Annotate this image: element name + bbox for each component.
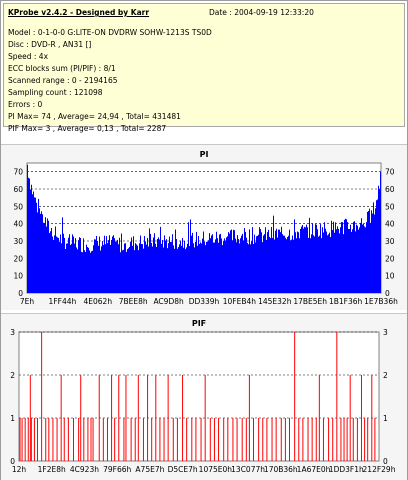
pi-xtick-label: AC9D8h (153, 297, 184, 306)
pi-xtick-label: DD339h (189, 297, 220, 306)
pif-ytick-left: 2 (10, 371, 15, 380)
pi-summary-line: PI Max= 74 , Average= 24,94 , Total= 431… (8, 112, 181, 121)
pi-xtick-label: 7BEE8h (119, 297, 148, 306)
pi-ytick-right: 20 (385, 254, 395, 263)
pif-ytick-right: 0 (383, 457, 388, 466)
pi-ytick-left: 30 (13, 237, 23, 246)
pif-ytick-left: 0 (10, 457, 15, 466)
speed-line: Speed : 4x (8, 52, 49, 61)
pi-ytick-right: 10 (385, 272, 395, 281)
pi-xtick-label: 1E7B36h (364, 297, 398, 306)
model-line: Model : 0-1-0-0 G:LITE-ON DVDRW SOHW-121… (8, 28, 212, 37)
app-title: KProbe v2.4.2 - Designed by Karr (8, 8, 150, 17)
pi-ytick-left: 60 (13, 185, 23, 194)
pi-ytick-left: 70 (13, 168, 23, 177)
pif-ytick-right: 2 (383, 371, 388, 380)
disc-line: Disc : DVD-R , AN31 [] (8, 40, 92, 49)
pi-ytick-right: 0 (385, 289, 390, 298)
pif-xtick-label: A75E7h (135, 465, 164, 474)
pif-chart: PIF 0 0 1 1 2 2 3 3 12h 1F2E8h 4C923h 79F66h A75E7h D5… (10, 319, 396, 474)
pi-chart-title: PI (200, 150, 209, 159)
pi-chart-panel: PI 0 0 10 10 20 20 30 30 40 40 50 50 60 60 70 70 7Eh 1FF44… (1, 144, 407, 310)
pi-xtick-label: 7Eh (20, 297, 35, 306)
errors-line: Errors : 0 (8, 100, 43, 109)
pi-xtick-label: 1FF44h (49, 297, 77, 306)
ecc-line: ECC blocks sum (PI/PIF) : 8/1 (8, 64, 116, 73)
pi-ytick-left: 20 (13, 254, 23, 263)
pif-xtick-label: 1A67E0h (297, 465, 331, 474)
pif-chart-title: PIF (192, 319, 206, 328)
pi-xtick-label: 145E32h (258, 297, 292, 306)
pi-chart: PI 0 0 10 10 20 20 30 30 40 40 50 50 60 60 70 70 7Eh 1FF44… (13, 150, 398, 306)
pif-xtick-label: 1DD3F1h (329, 465, 364, 474)
pi-ytick-right: 40 (385, 220, 395, 229)
pif-xtick-label: 79F66h (103, 465, 131, 474)
pif-summary-line: PIF Max= 3 , Average= 0,13 , Total= 2287 (8, 124, 167, 133)
pi-ytick-right: 30 (385, 237, 395, 246)
pif-chart-panel: PIF 0 0 1 1 2 2 3 3 12h 1F2E8h 4C923h 79F66h A75E7h D5… (1, 313, 407, 480)
pif-ytick-left: 1 (10, 414, 15, 423)
pi-ytick-left: 40 (13, 220, 23, 229)
pif-xtick-label: D5CE7h (168, 465, 198, 474)
pif-xtick-label: 212F29h (363, 465, 396, 474)
pif-xtick-label: 1F2E8h (38, 465, 66, 474)
pif-xtick-label: 1075E0h (199, 465, 233, 474)
pif-xtick-label: 13C077h (231, 465, 265, 474)
scan-info-panel: KProbe v2.4.2 - Designed by Karr Date : … (3, 3, 405, 133)
pi-ytick-right: 60 (385, 185, 395, 194)
pi-ytick-left: 50 (13, 202, 23, 211)
pif-ytick-right: 3 (383, 328, 388, 337)
pi-ytick-right: 70 (385, 168, 395, 177)
pif-xtick-label: 170B36h (264, 465, 298, 474)
pif-series (19, 332, 376, 461)
pif-ytick-left: 3 (10, 328, 15, 337)
pi-xtick-label: 10FEB4h (223, 297, 257, 306)
pi-ytick-left: 10 (13, 272, 23, 281)
sampling-count-line: Sampling count : 121098 (8, 88, 103, 97)
pi-xtick-label: 17BE5Eh (293, 297, 327, 306)
pi-xtick-label: 1B1F36h (329, 297, 363, 306)
scan-date: Date : 2004-09-19 12:33:20 (209, 8, 314, 17)
pi-ytick-left: 0 (18, 289, 23, 298)
pi-xtick-label: 4E062h (84, 297, 113, 306)
scanned-range-line: Scanned range : 0 - 2194165 (8, 76, 118, 85)
pif-plot-area (18, 331, 380, 462)
pif-xtick-label: 12h (12, 465, 27, 474)
pi-series (27, 164, 381, 293)
pif-ytick-right: 1 (383, 414, 388, 423)
pi-ytick-right: 50 (385, 202, 395, 211)
pif-xtick-label: 4C923h (70, 465, 99, 474)
